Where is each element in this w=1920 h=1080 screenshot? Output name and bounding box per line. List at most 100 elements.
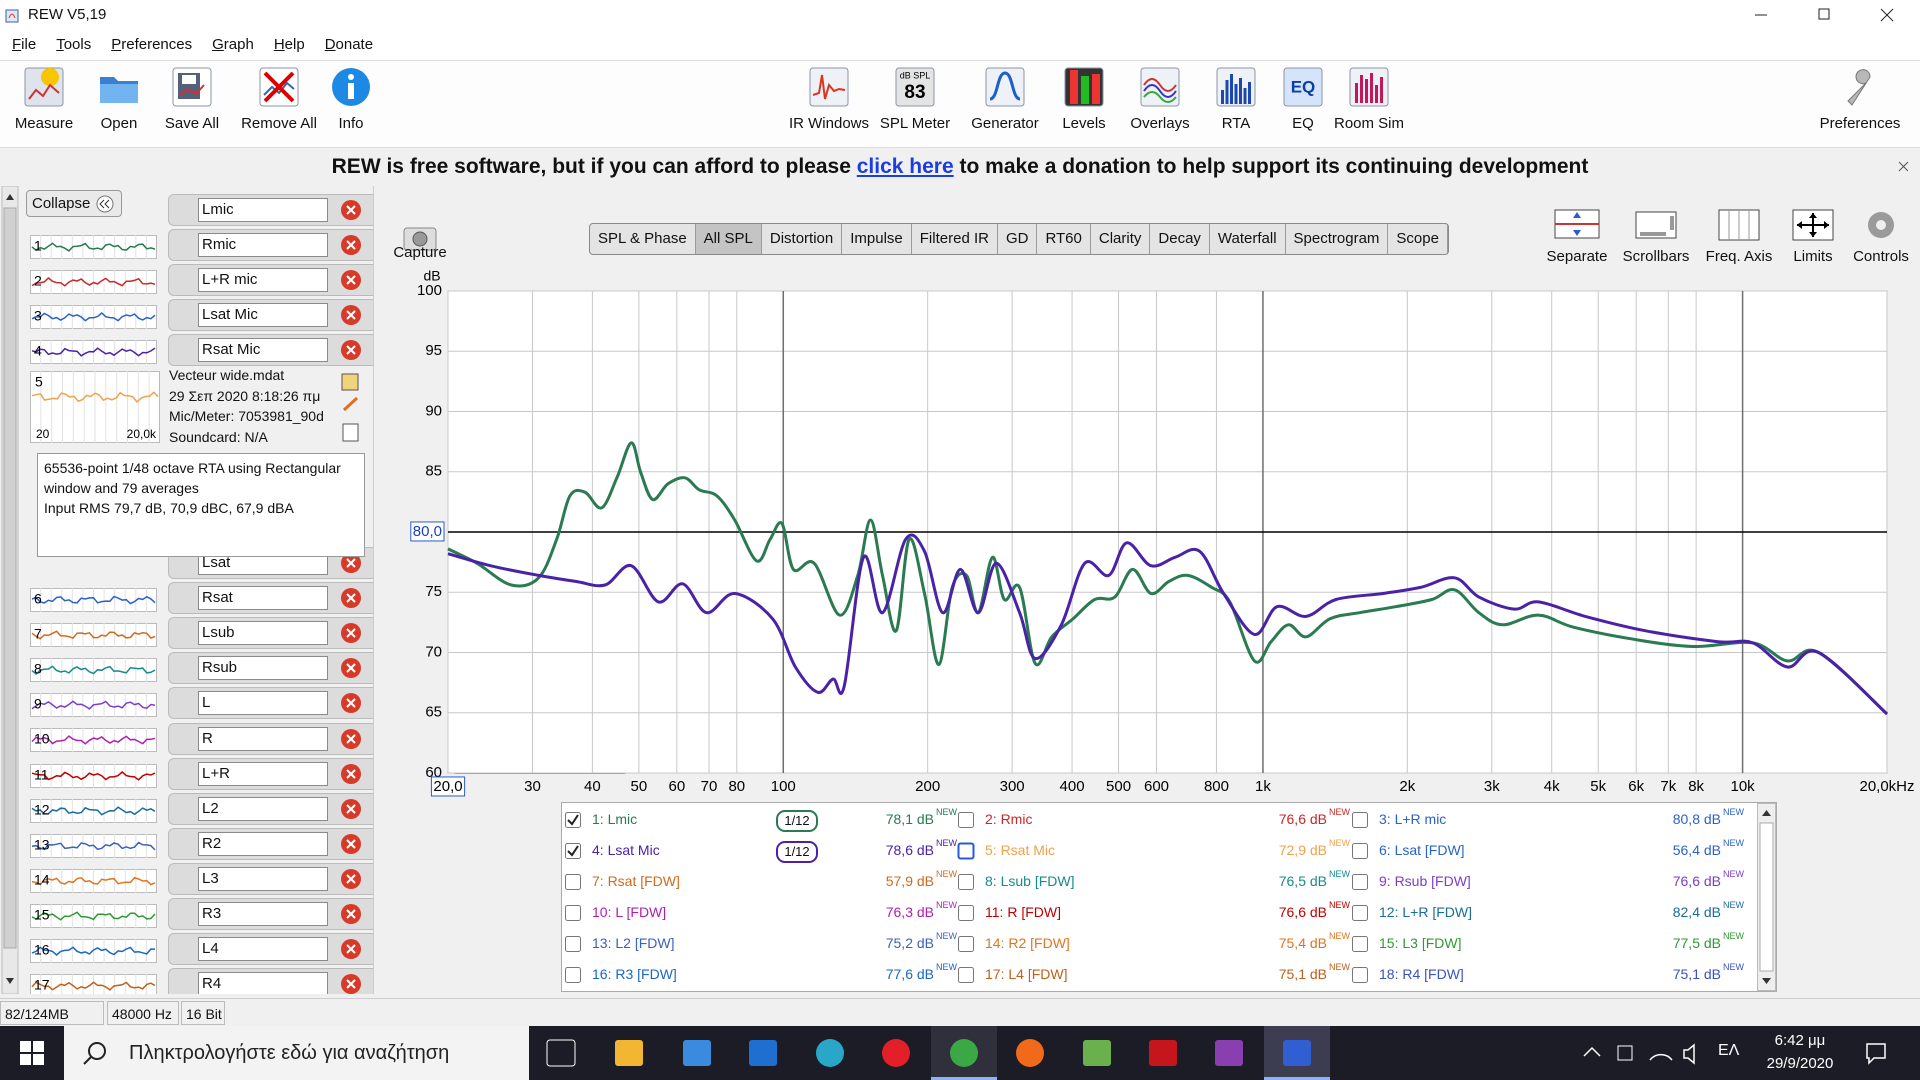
average-button[interactable]: Average the Responses — [452, 742, 628, 774]
measurement-name[interactable]: Rmic — [198, 233, 328, 258]
remove-button[interactable] — [340, 587, 362, 609]
remove-button[interactable] — [340, 692, 362, 714]
graph-tab[interactable]: Decay — [1150, 224, 1210, 254]
input-language[interactable]: ΕΛ — [1718, 1042, 1740, 1059]
visibility-checkbox[interactable] — [957, 935, 975, 953]
visibility-checkbox[interactable] — [1351, 811, 1369, 829]
toolbar-button[interactable]: Generator — [955, 65, 1055, 143]
taskbar-app[interactable] — [814, 1037, 846, 1069]
measurement-name[interactable]: L4 — [198, 937, 328, 962]
menu-item[interactable]: Preferences — [111, 36, 193, 53]
measurement-thumbnail[interactable]: 14 — [30, 868, 157, 893]
taskbar-app[interactable] — [681, 1037, 713, 1069]
window-controls[interactable] — [1740, 0, 1920, 30]
capture-button[interactable] — [400, 222, 440, 252]
taskbar-app[interactable] — [1147, 1037, 1179, 1069]
remove-button[interactable] — [340, 304, 362, 326]
edit-icons[interactable] — [340, 372, 362, 444]
graph-tab[interactable]: Distortion — [762, 224, 843, 254]
taskbar-app[interactable] — [1081, 1037, 1113, 1069]
taskbar-app[interactable] — [1014, 1037, 1046, 1069]
toolbar-button[interactable]: Measure — [0, 65, 94, 143]
search-box[interactable]: Πληκτρολογήστε εδώ για αναζήτηση — [64, 1026, 529, 1080]
toolbar-button[interactable]: Remove All — [229, 65, 329, 143]
toolbar-button[interactable]: Info — [301, 65, 401, 143]
measurement-thumbnail[interactable]: 9 — [30, 693, 157, 718]
toolbar-button[interactable]: Save All — [142, 65, 242, 143]
measurement-thumbnail[interactable]: 2 — [30, 270, 157, 295]
visibility-checkbox[interactable] — [957, 966, 975, 984]
visibility-checkbox[interactable] — [957, 811, 975, 829]
toolbar-button[interactable]: Levels — [1034, 65, 1134, 143]
remove-button[interactable] — [340, 339, 362, 361]
visibility-checkbox[interactable] — [957, 842, 975, 860]
menu-item[interactable]: Tools — [56, 36, 92, 53]
legend-scrollbar[interactable] — [1757, 803, 1776, 991]
measurement-name[interactable]: L — [198, 691, 328, 716]
selected-thumbnail[interactable]: 5 20 20,0k — [30, 371, 160, 443]
toolbar-button[interactable]: Preferences — [1810, 65, 1910, 143]
graph-tab[interactable]: SPL & Phase — [590, 224, 696, 254]
measurement-thumbnail[interactable]: 17 — [30, 974, 157, 994]
measurement-name[interactable]: L3 — [198, 866, 328, 891]
measurement-thumbnail[interactable]: 7 — [30, 623, 157, 648]
menu-item[interactable]: File — [12, 36, 37, 53]
remove-button[interactable] — [340, 798, 362, 820]
visibility-checkbox[interactable] — [1351, 966, 1369, 984]
visibility-checkbox[interactable] — [1351, 935, 1369, 953]
measurement-thumbnail[interactable]: 12 — [30, 798, 157, 823]
graph-tab[interactable]: Impulse — [842, 224, 912, 254]
toolbar-button[interactable]: EQ EQ — [1253, 65, 1353, 143]
toolbar-button[interactable]: IR Windows — [779, 65, 879, 143]
visibility-checkbox[interactable] — [957, 873, 975, 891]
toolbar-button[interactable]: RTA — [1186, 65, 1286, 143]
measurement-thumbnail[interactable]: 11 — [30, 763, 157, 788]
visibility-checkbox[interactable] — [564, 811, 582, 829]
graph-tab[interactable]: Waterfall — [1210, 224, 1286, 254]
graph-tool[interactable]: Limits — [1773, 206, 1853, 276]
smoothing-badge[interactable]: 1/12 — [776, 841, 818, 863]
measurement-name[interactable]: Lmic — [198, 198, 328, 222]
restore[interactable] — [1818, 8, 1830, 20]
banner-close[interactable] — [1898, 161, 1910, 173]
toolbar-button[interactable]: dB SPL 83 SPL Meter — [865, 65, 965, 143]
graph-tool[interactable]: Scrollbars — [1616, 206, 1696, 276]
remove-button[interactable] — [340, 199, 362, 221]
donate-link[interactable]: click here — [856, 155, 954, 178]
start-button[interactable] — [20, 1041, 44, 1065]
measurement-name[interactable]: Lsat Mic — [198, 303, 328, 328]
toolbar-button[interactable]: Overlays — [1110, 65, 1210, 143]
measurement-name[interactable]: R4 — [198, 972, 328, 994]
taskbar-app[interactable] — [613, 1037, 645, 1069]
measurement-name[interactable]: Lsub — [198, 621, 328, 646]
visibility-checkbox[interactable] — [564, 935, 582, 953]
graph-tab[interactable]: GD — [998, 224, 1038, 254]
measurement-name[interactable]: Rsat — [198, 586, 328, 611]
menu-item[interactable]: Donate — [324, 36, 374, 53]
visibility-checkbox[interactable] — [1351, 842, 1369, 860]
remove-button[interactable] — [340, 833, 362, 855]
measurement-name[interactable]: R3 — [198, 902, 328, 926]
measurement-thumbnail[interactable]: 6 — [30, 588, 157, 612]
visibility-checkbox[interactable] — [564, 842, 582, 860]
close[interactable] — [1880, 8, 1894, 22]
remove-button[interactable] — [340, 657, 362, 679]
graph-tab[interactable]: Spectrogram — [1286, 224, 1389, 254]
measurement-thumbnail[interactable]: 15 — [30, 903, 157, 928]
remove-button[interactable] — [340, 728, 362, 750]
visibility-checkbox[interactable] — [564, 873, 582, 891]
measurement-name[interactable]: L+R mic — [198, 268, 328, 293]
graph-tab[interactable]: Clarity — [1091, 224, 1151, 254]
taskbar-app[interactable] — [880, 1037, 912, 1069]
visibility-checkbox[interactable] — [1351, 904, 1369, 922]
measurement-name[interactable]: R2 — [198, 831, 328, 856]
remove-button[interactable] — [340, 868, 362, 890]
visibility-checkbox[interactable] — [564, 904, 582, 922]
remove-button[interactable] — [340, 973, 362, 994]
graph-tool[interactable]: Controls — [1841, 206, 1920, 276]
menu-item[interactable]: Graph — [212, 36, 254, 53]
remove-button[interactable] — [340, 938, 362, 960]
notifications[interactable] — [1864, 1041, 1888, 1065]
smoothing-badge[interactable]: 1/12 — [776, 810, 818, 832]
taskbar-app[interactable] — [545, 1037, 577, 1069]
